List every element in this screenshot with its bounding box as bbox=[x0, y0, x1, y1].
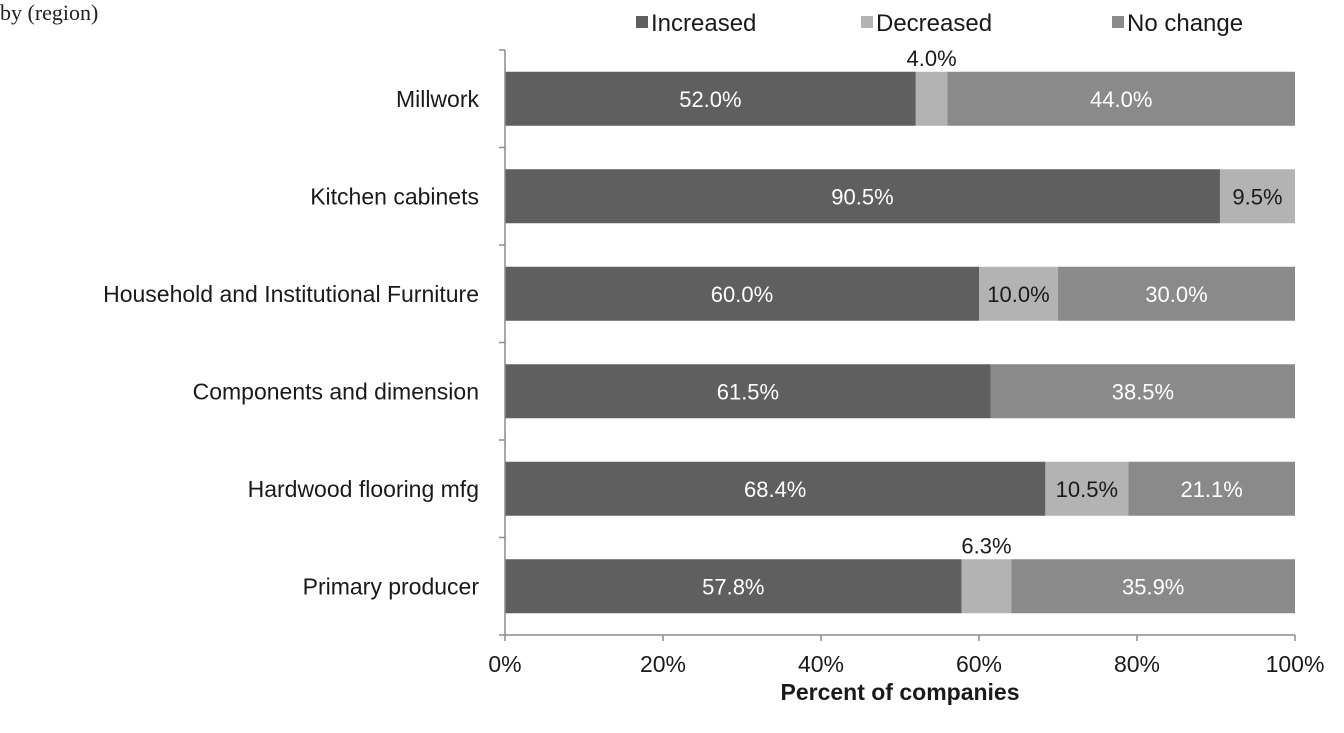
x-tick-label-20: 20% bbox=[640, 651, 686, 677]
category-label-kitchen-cabinets: Kitchen cabinets bbox=[310, 183, 479, 209]
bar-decreased-hardwood-flooring-mfg bbox=[1045, 461, 1129, 516]
bar-no-change-hardwood-flooring-mfg bbox=[1128, 461, 1295, 516]
bar-decreased-kitchen-cabinets bbox=[1219, 169, 1295, 224]
bar-increased-hardwood-flooring-mfg bbox=[505, 461, 1046, 516]
data-label-decreased-household-and-institutional-furniture: 10.0% bbox=[987, 282, 1049, 307]
x-axis-title: Percent of companies bbox=[780, 679, 1019, 705]
plot-area: 52.0% 4.0% 44.0% 90.5% 9.5% 60.0% 10.0% 30.0% 61… bbox=[505, 46, 1295, 614]
bar-increased-primary-producer bbox=[505, 559, 962, 614]
x-tick-label-60: 60% bbox=[956, 651, 1002, 677]
legend-item-increased: Increased bbox=[636, 10, 756, 37]
legend-swatch-decreased bbox=[861, 16, 873, 28]
legend-swatch-no-change bbox=[1112, 16, 1124, 28]
x-tick-label-40: 40% bbox=[798, 651, 844, 677]
legend-item-no-change: No change bbox=[1112, 10, 1243, 37]
category-label-primary-producer: Primary producer bbox=[303, 573, 480, 599]
data-label-increased-hardwood-flooring-mfg: 68.4% bbox=[744, 477, 806, 502]
bar-decreased-household-and-institutional-furniture bbox=[979, 266, 1058, 321]
bar-no-change-millwork bbox=[947, 71, 1295, 126]
category-label-household-and-institutional-furniture: Household and Institutional Furniture bbox=[103, 281, 479, 307]
data-label-decreased-kitchen-cabinets: 9.5% bbox=[1232, 184, 1282, 209]
bar-decreased-primary-producer bbox=[961, 559, 1012, 614]
chart-legend: Increased Decreased No change bbox=[636, 10, 1243, 37]
legend-swatch-increased bbox=[636, 16, 648, 28]
data-label-increased-primary-producer: 57.8% bbox=[702, 574, 764, 599]
data-label-decreased-primary-producer: 6.3% bbox=[961, 533, 1011, 558]
data-label-decreased-hardwood-flooring-mfg: 10.5% bbox=[1056, 477, 1118, 502]
data-label-no-change-hardwood-flooring-mfg: 21.1% bbox=[1180, 477, 1242, 502]
data-label-increased-kitchen-cabinets: 90.5% bbox=[831, 184, 893, 209]
bar-no-change-household-and-institutional-furniture bbox=[1058, 266, 1295, 321]
x-tick-label-0: 0% bbox=[488, 651, 521, 677]
x-tick-label-100: 100% bbox=[1266, 651, 1325, 677]
data-label-no-change-millwork: 44.0% bbox=[1090, 87, 1152, 112]
bar-decreased-millwork bbox=[915, 71, 948, 126]
bar-increased-household-and-institutional-furniture bbox=[505, 266, 979, 321]
bar-increased-kitchen-cabinets bbox=[505, 169, 1220, 224]
legend-label-no-change: No change bbox=[1127, 10, 1243, 37]
bar-no-change-primary-producer bbox=[1011, 559, 1295, 614]
category-label-millwork: Millwork bbox=[396, 86, 480, 112]
bar-increased-components-and-dimension bbox=[505, 364, 991, 419]
legend-label-increased: Increased bbox=[651, 10, 756, 37]
data-label-no-change-household-and-institutional-furniture: 30.0% bbox=[1145, 282, 1207, 307]
data-label-increased-household-and-institutional-furniture: 60.0% bbox=[711, 282, 773, 307]
data-label-no-change-components-and-dimension: 38.5% bbox=[1112, 379, 1174, 404]
bar-no-change-components-and-dimension bbox=[990, 364, 1295, 419]
legend-label-decreased: Decreased bbox=[876, 10, 992, 37]
bar-increased-millwork bbox=[505, 71, 916, 126]
chart-axes: Millwork Kitchen cabinets Household and In… bbox=[103, 49, 1325, 677]
data-label-increased-millwork: 52.0% bbox=[679, 87, 741, 112]
legend-item-decreased: Decreased bbox=[861, 10, 992, 37]
cropped-figure-title: by (region) bbox=[0, 0, 98, 25]
x-tick-label-80: 80% bbox=[1114, 651, 1160, 677]
data-label-increased-components-and-dimension: 61.5% bbox=[717, 379, 779, 404]
category-label-hardwood-flooring-mfg: Hardwood flooring mfg bbox=[248, 476, 479, 502]
data-label-no-change-primary-producer: 35.9% bbox=[1122, 574, 1184, 599]
category-label-components-and-dimension: Components and dimension bbox=[193, 378, 479, 404]
data-label-decreased-millwork: 4.0% bbox=[907, 46, 957, 71]
